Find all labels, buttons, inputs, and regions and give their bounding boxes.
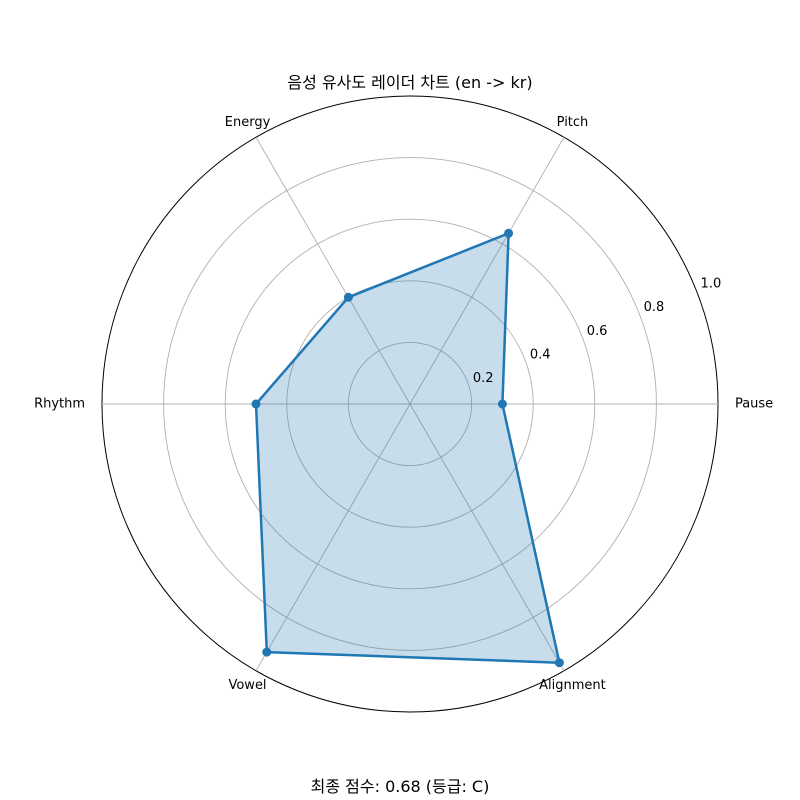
r-tick-label: 0.2 <box>473 371 494 386</box>
data-point <box>262 647 272 657</box>
r-tick-label: 1.0 <box>701 277 722 292</box>
category-label: Energy <box>225 115 271 130</box>
category-label: Pitch <box>557 115 589 130</box>
grid-spoke <box>409 137 565 405</box>
grid-spoke <box>409 403 565 671</box>
data-point <box>504 228 514 238</box>
data-point <box>554 658 564 668</box>
r-tick-label: 0.6 <box>587 324 608 339</box>
r-tick-label: 0.8 <box>644 300 665 315</box>
data-point <box>343 292 353 302</box>
category-label: Vowel <box>228 678 266 693</box>
r-tick-label: 0.4 <box>530 347 551 362</box>
chart-title: 음성 유사도 레이더 차트 (en -> kr) <box>287 73 532 92</box>
category-label: Rhythm <box>34 397 85 412</box>
radar-series <box>251 228 564 668</box>
radar-labels: 0.2 0.4 0.6 0.8 1.0 Pause Pitch Energy Rhythm Vow… <box>34 115 773 693</box>
category-label: Pause <box>735 397 773 412</box>
final-score-text: 최종 점수: 0.68 (등급: C) <box>311 777 490 796</box>
series-area <box>256 233 560 663</box>
data-point <box>251 399 261 409</box>
category-label: Alignment <box>539 678 606 693</box>
data-point <box>497 399 507 409</box>
grid-spoke <box>255 403 411 671</box>
grid-spoke <box>255 137 411 405</box>
